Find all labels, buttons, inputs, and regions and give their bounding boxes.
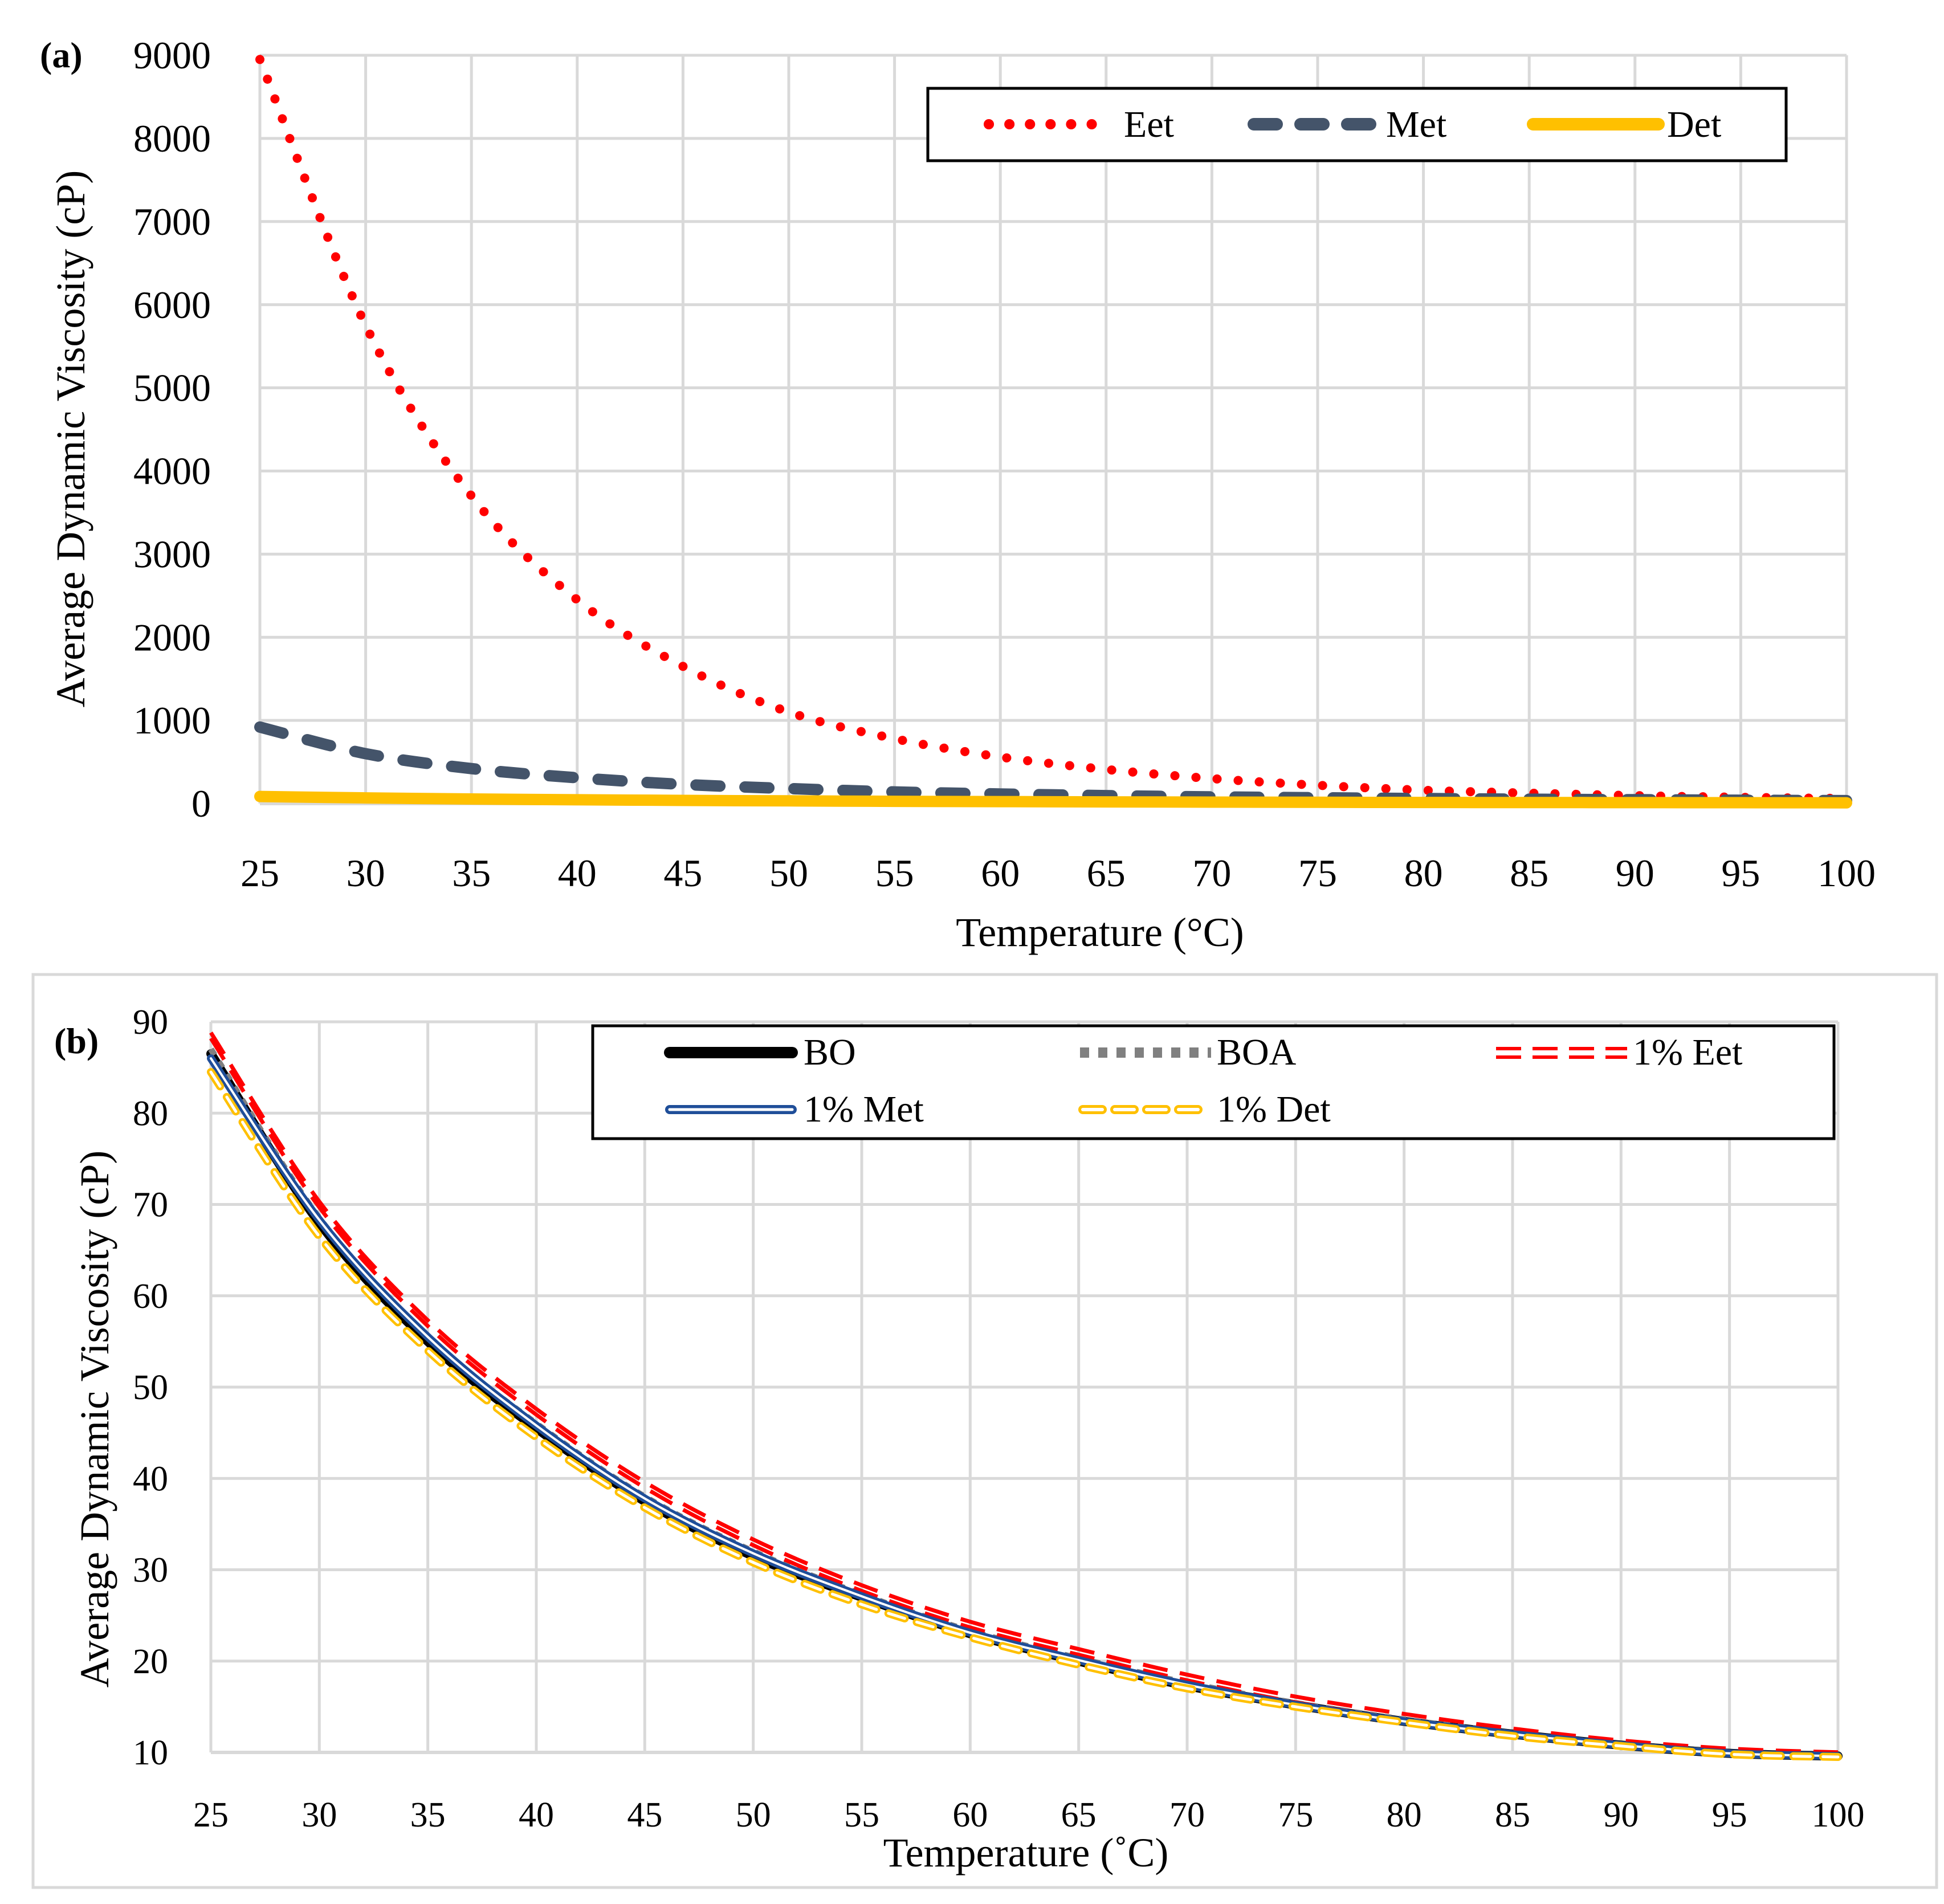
panel-b-x-tick-label: 60 (952, 1796, 988, 1834)
panel-a-label: (a) (40, 35, 83, 75)
panel-b-x-tick-label: 30 (301, 1796, 337, 1834)
panel-a-x-tick-label: 35 (452, 851, 491, 895)
panel-b-frame (31, 973, 1938, 1889)
panel-a-legend: Eet Met Det (926, 87, 1788, 162)
panel-a-x-tick-label: 60 (981, 851, 1020, 895)
panel-a-x-tick-label: 70 (1192, 851, 1231, 895)
panel-b-y-tick-label: 20 (133, 1642, 168, 1681)
panel-b-x-tick-label: 65 (1061, 1796, 1097, 1834)
panel-a-x-axis-label: Temperature (°C) (956, 910, 1244, 955)
panel-a: (a) 25 30 35 40 45 50 55 60 65 70 75 80 85 90 95 100010… (40, 34, 1876, 955)
panel-a-ticks: 25 30 35 40 45 50 55 60 65 70 75 80 85 90 95 1000100020… (133, 34, 1876, 895)
panel-b-x-tick-label: 45 (627, 1796, 662, 1834)
panel-a-y-tick-label: 1000 (133, 699, 211, 742)
panel-b-series-line (209, 1037, 1839, 1760)
legend-label-1pct-met: 1% Met (804, 1088, 924, 1130)
panel-b-y-tick-label: 10 (133, 1734, 168, 1772)
panel-b-x-tick-label: 80 (1387, 1796, 1422, 1834)
panel-a-y-tick-label: 7000 (133, 200, 211, 243)
panel-b-ticks: 25 30 35 40 45 50 55 60 65 70 75 80 85 90 95 100 10 20 30 4… (133, 1003, 1865, 1834)
panel-b-x-tick-label: 50 (736, 1796, 771, 1834)
legend-label-1pct-det: 1% Det (1217, 1088, 1331, 1130)
panel-a-y-tick-label: 3000 (133, 532, 211, 576)
panel-a-series-line (254, 790, 1852, 809)
panel-b-x-tick-label: 55 (844, 1796, 879, 1834)
panel-a-x-tick-label: 90 (1616, 851, 1654, 895)
panel-a-series-eet (255, 55, 1851, 804)
panel-b-x-tick-label: 70 (1169, 1796, 1205, 1834)
panel-b-series-line (209, 1031, 1839, 1755)
legend-label-det: Det (1667, 104, 1721, 145)
panel-a-y-tick-label: 2000 (133, 615, 211, 659)
panel-a-x-tick-label: 75 (1298, 851, 1337, 895)
panel-b-y-tick-label: 70 (133, 1186, 168, 1225)
panel-b-y-tick-label: 30 (133, 1551, 168, 1590)
panel-b-y-tick-label: 50 (133, 1368, 168, 1407)
panel-a-y-tick-label: 0 (191, 782, 211, 825)
panel-b-y-tick-label: 40 (133, 1459, 168, 1498)
panel-a-x-tick-label: 80 (1404, 851, 1443, 895)
panel-b-y-tick-label: 60 (133, 1277, 168, 1316)
panel-b-x-tick-label: 25 (193, 1796, 229, 1834)
panel-b-legend-box (591, 1024, 1836, 1140)
panel-b-series-line (209, 1070, 1840, 1759)
panel-a-x-tick-label: 55 (875, 851, 914, 895)
panel-b-series-1-det (207, 1068, 1842, 1761)
panel-a-y-tick-label: 6000 (133, 283, 211, 327)
panel-a-x-tick-label: 65 (1087, 851, 1126, 895)
panel-b-x-tick-label: 100 (1812, 1796, 1865, 1834)
legend-label-bo: BO (804, 1031, 856, 1073)
panel-a-x-tick-label: 40 (558, 851, 597, 895)
panel-b-label: (b) (54, 1021, 99, 1061)
panel-a-x-tick-label: 100 (1817, 851, 1876, 895)
panel-b-x-tick-label: 85 (1495, 1796, 1530, 1834)
panel-a-x-tick-label: 85 (1510, 851, 1548, 895)
legend-label-eet: Eet (1124, 104, 1174, 145)
panel-a-x-tick-label: 95 (1721, 851, 1760, 895)
panel-b-x-tick-label: 35 (410, 1796, 446, 1834)
panel-a-y-tick-label: 4000 (133, 450, 211, 493)
panel-a-y-tick-label: 9000 (133, 34, 211, 77)
panel-b-y-axis-label: Average Dynamic Viscosity (cP) (72, 1151, 117, 1688)
panel-a-series (254, 55, 1852, 809)
panel-a-y-tick-label: 5000 (133, 366, 211, 410)
panel-b-x-tick-label: 40 (519, 1796, 554, 1834)
panel-a-x-tick-label: 30 (347, 851, 385, 895)
panel-a-series-line (255, 55, 1851, 804)
panel-a-grid (258, 54, 1848, 805)
panel-a-series-det (254, 790, 1852, 809)
panel-b-legend: BO BOA 1% Eet 1% Met 1% Det (591, 1024, 1836, 1140)
panel-a-x-tick-label: 50 (769, 851, 808, 895)
legend-swatch-1pct-eet (1496, 1047, 1627, 1059)
panel-b-y-tick-label: 90 (133, 1003, 168, 1042)
panel-a-y-axis-label: Average Dynamic Viscosity (cP) (48, 170, 93, 708)
panel-b-y-tick-label: 80 (133, 1094, 168, 1133)
legend-label-1pct-eet: 1% Eet (1633, 1031, 1742, 1073)
panel-a-y-tick-label: 8000 (133, 117, 211, 160)
panel-b-x-tick-label: 90 (1603, 1796, 1639, 1834)
panel-b-series-line (207, 1068, 1842, 1761)
panel-b-series (206, 1031, 1843, 1761)
panel-a-x-tick-label: 25 (241, 851, 279, 895)
panel-b-x-tick-label: 75 (1278, 1796, 1313, 1834)
panel-a-x-tick-label: 45 (663, 851, 702, 895)
legend-label-met: Met (1386, 104, 1446, 145)
panel-b: (b) 25 30 35 40 45 50 55 60 65 70 75 80 85 90 95 100102… (31, 973, 1938, 1889)
panel-b-series-1-eet (209, 1031, 1839, 1760)
panel-b-x-tick-label: 95 (1712, 1796, 1747, 1834)
legend-label-boa: BOA (1217, 1031, 1297, 1073)
panel-b-x-axis-label: Temperature (˚C) (883, 1830, 1169, 1876)
